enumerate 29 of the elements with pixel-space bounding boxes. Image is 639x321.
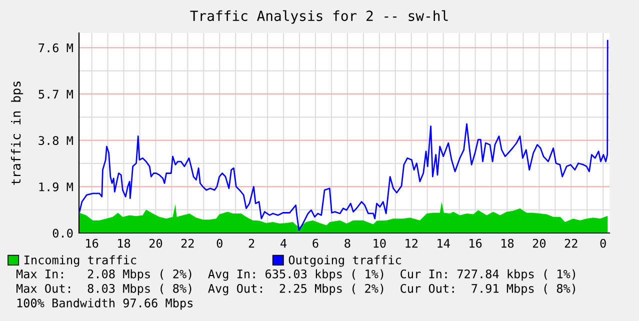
y-tick-label: 7.6 M bbox=[38, 43, 73, 52]
x-tick-label: 6 bbox=[312, 238, 318, 248]
x-tick-label: 14 bbox=[438, 238, 450, 248]
x-tick-label: 18 bbox=[118, 238, 130, 248]
x-tick-label: 10 bbox=[374, 238, 386, 248]
text: Max In: 2.08 Mbps ( 2%) Avg In: 635.03 kbps ( 1%) Cur In: 727.84 kbps ( 1%) bbox=[16, 269, 576, 281]
x-tick-label: 0 bbox=[600, 238, 606, 248]
text: 100% Bandwidth 97.66 Mbps bbox=[17, 298, 193, 310]
x-tick-label: 2 bbox=[248, 238, 254, 248]
y-axis-title: traffic in bps bbox=[10, 82, 24, 185]
y-tick-label: 0.0 bbox=[52, 228, 73, 238]
y-tick-label: 1.9 M bbox=[39, 182, 73, 192]
x-tick-label: 22 bbox=[564, 238, 578, 248]
x-tick-label: 18 bbox=[502, 238, 514, 248]
y-tick-label: 5.7 M bbox=[38, 90, 73, 99]
x-tick-label: 16 bbox=[86, 238, 98, 248]
x-tick-label: 8 bbox=[344, 238, 350, 248]
x-tick-label: 22 bbox=[181, 238, 194, 248]
x-tick-label: 0 bbox=[216, 238, 222, 248]
x-tick-label: 20 bbox=[532, 238, 546, 248]
x-tick-label: 20 bbox=[149, 238, 162, 248]
x-tick-label: 16 bbox=[470, 238, 482, 248]
y-tick-label: 3.8 M bbox=[38, 136, 73, 145]
x-tick-label: 4 bbox=[280, 238, 287, 248]
text: Max Out: 8.03 Mbps ( 8%) Avg Out: 2.25 Mbps ( 2%) Cur Out: 7.91 Mbps ( 8%) bbox=[16, 284, 576, 296]
chart-title: Traffic Analysis for 2 -- sw-hl bbox=[190, 10, 448, 24]
x-tick-label: 12 bbox=[406, 238, 418, 248]
legend-label: Incoming traffic bbox=[24, 255, 136, 267]
legend-label: Outgoing traffic bbox=[288, 255, 401, 267]
